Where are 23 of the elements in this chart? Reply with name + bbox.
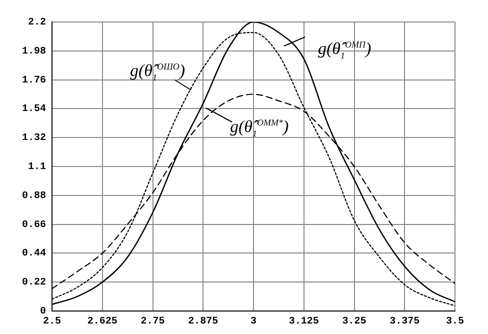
x-tick-label: 2.5	[42, 316, 62, 328]
y-tick-label: 1.98	[22, 46, 46, 58]
y-tick-label: 2.2	[28, 18, 46, 29]
y-tick-label: 1.32	[22, 133, 46, 144]
y-tick-label: 0.22	[22, 278, 46, 289]
y-tick-label: 1.76	[22, 75, 46, 86]
series-label: g(θ̂$_{1}$$^{ОШО}$)	[130, 61, 186, 82]
x-tick-label: 2.625	[87, 316, 118, 328]
y-tick-label: 0.66	[22, 220, 46, 231]
x-tick-label: 3	[250, 316, 257, 328]
y-tick-label: 0	[40, 306, 46, 318]
legend-label: g(θ̂$_{1}$$^{ОМП}$)	[318, 39, 372, 60]
y-tick-label: 0.88	[22, 190, 46, 202]
x-tick-label: 3.375	[390, 316, 420, 328]
x-tick-label: 2.75	[140, 316, 165, 328]
x-tick-label: 3.25	[342, 316, 366, 328]
series-label: g(θ̂$_{1}$$^{ОММ*}$)	[230, 117, 289, 138]
y-tick-label: 1.54	[22, 104, 46, 116]
x-tick-label: 2.875	[188, 316, 218, 328]
y-tick-label: 1.1	[28, 162, 46, 174]
x-tick-label: 3.125	[288, 316, 319, 328]
y-tick-label: 0.44	[22, 248, 46, 260]
x-tick-label: 3.5	[446, 316, 464, 328]
